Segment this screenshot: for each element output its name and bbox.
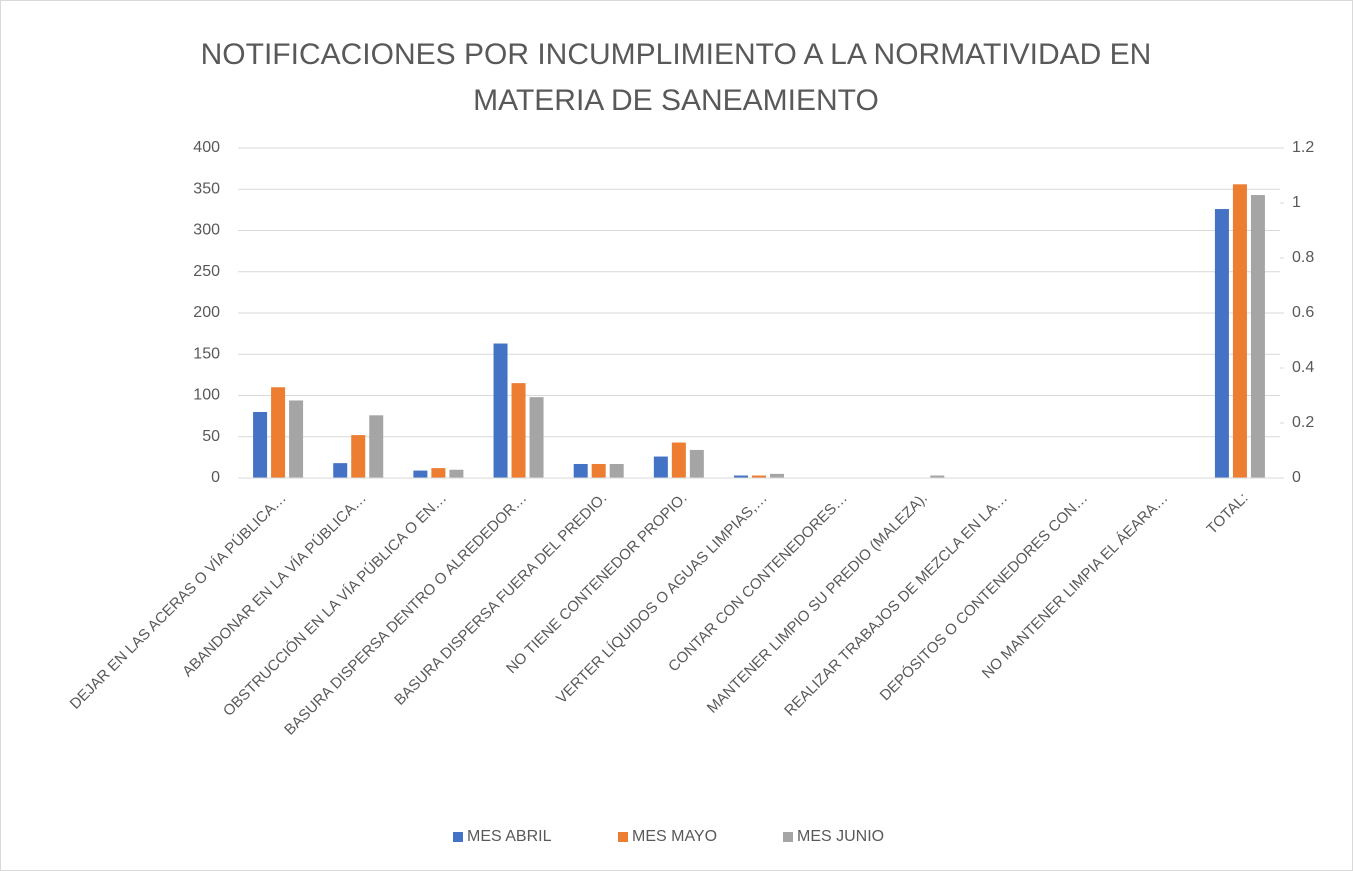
y2-tick-label: 0.4 [1292,359,1314,376]
chart-title: NOTIFICACIONES POR INCUMPLIMIENTO A LA N… [200,38,1152,117]
bar [752,475,766,478]
y-tick-label: 50 [202,428,220,445]
y2-tick-label: 1.2 [1292,139,1314,156]
legend-label: MES JUNIO [797,828,884,845]
bar [609,463,624,478]
y-tick-label: 200 [193,304,220,321]
bar [1214,209,1229,479]
bar [369,415,384,478]
legend-swatch [453,832,463,842]
bar [770,473,784,478]
bar [271,387,286,478]
y-tick-label: 100 [193,387,220,404]
bar [529,397,544,478]
y2-tick-label: 0.8 [1292,249,1314,266]
legend-swatch [783,832,793,842]
y2-tick-label: 0.6 [1292,304,1314,321]
y2-tick-label: 0 [1292,469,1301,486]
bar [1250,195,1265,478]
y2-tick-label: 1 [1292,194,1301,211]
bar [351,435,366,478]
legend-label: MES MAYO [632,828,717,845]
bar [930,475,945,478]
y-tick-label: 350 [193,180,220,197]
bar [689,449,704,478]
y-tick-label: 0 [211,469,220,486]
bar [493,343,508,478]
y-tick-label: 400 [193,139,220,156]
bar [413,470,428,478]
bar [653,456,668,478]
y-tick-label: 150 [193,345,220,362]
bar [671,442,686,478]
y-tick-label: 250 [193,263,220,280]
bar [431,468,446,478]
bar [573,463,588,478]
bar [253,412,268,478]
bar [333,463,348,478]
y2-tick-label: 0.2 [1292,414,1314,431]
y-tick-label: 300 [193,222,220,239]
bar [591,463,606,478]
bar [449,469,464,478]
legend-swatch [618,832,628,842]
bar [1232,184,1247,479]
bar [734,475,748,478]
bar [289,400,304,478]
legend-label: MES ABRIL [467,828,552,845]
bar [511,383,526,478]
